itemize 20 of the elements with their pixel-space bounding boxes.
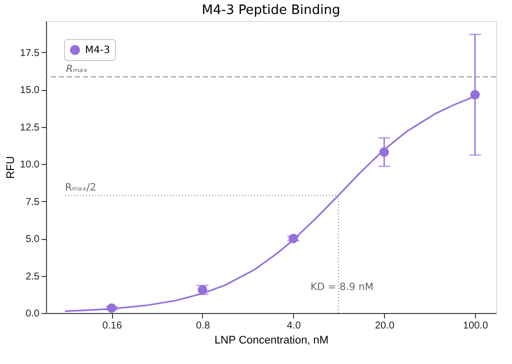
y-tick-label: 0.0 xyxy=(26,308,40,320)
x-axis-title: LNP Concentration, nM xyxy=(214,334,329,346)
y-tick-label: 7.5 xyxy=(26,196,40,208)
annotation: Rₘₐₓ/2 xyxy=(64,182,96,194)
y-tick-label: 12.5 xyxy=(20,122,40,134)
x-tick-label: 20.0 xyxy=(374,320,395,332)
y-tick-label: 10.0 xyxy=(20,160,40,171)
y-axis-title: RFU xyxy=(5,156,18,179)
legend-label: M4-3 xyxy=(85,45,110,56)
y-tick-label: 2.5 xyxy=(26,271,40,282)
x-tick-label: 4.0 xyxy=(286,320,302,332)
ref-line-label: Rₘₐₓ xyxy=(66,64,88,75)
y-tick-label: 17.5 xyxy=(20,48,40,59)
y-tick-label: 15.0 xyxy=(20,85,40,96)
chart-title: M4-3 Peptide Binding xyxy=(202,3,340,18)
x-tick-label: 100.0 xyxy=(463,320,488,332)
annotation: KD = 8.9 nM xyxy=(310,282,374,294)
y-tick-label: 5.0 xyxy=(26,234,40,246)
x-tick-label: 0.16 xyxy=(102,320,122,332)
x-tick-label: 0.8 xyxy=(196,320,210,332)
